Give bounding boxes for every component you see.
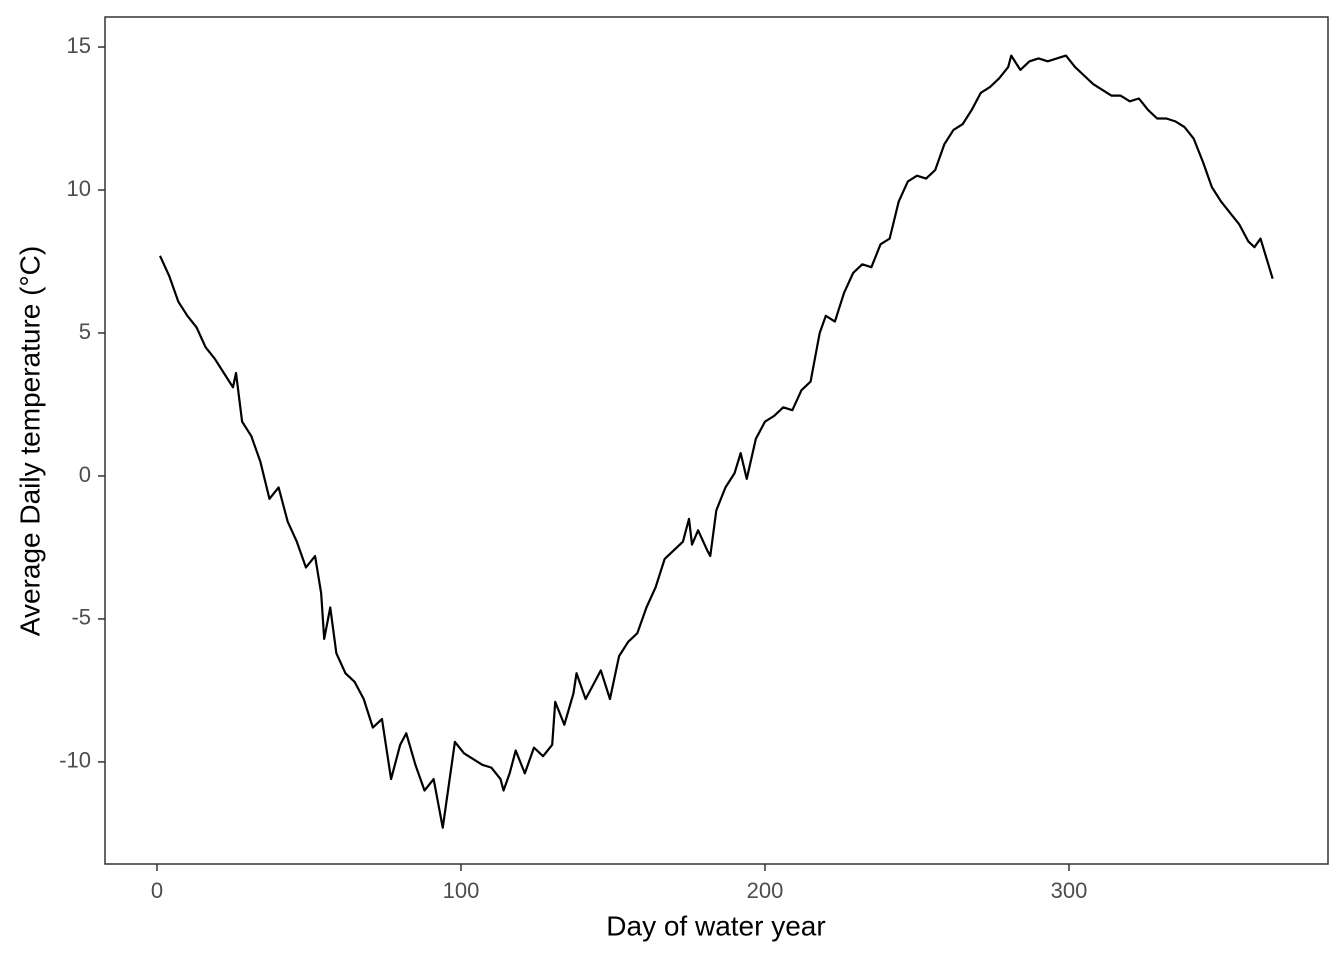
panel-border <box>104 16 1329 865</box>
x-axis-title: Day of water year <box>606 910 825 941</box>
x-tick-label: 300 <box>1051 878 1088 903</box>
y-tick-label: 10 <box>67 176 91 201</box>
x-tick-label: 200 <box>747 878 784 903</box>
y-axis-title: Average Daily temperature (°C) <box>14 246 45 636</box>
y-tick-label: -5 <box>71 605 91 630</box>
data-line <box>159 54 1274 829</box>
y-tick-label: 15 <box>67 33 91 58</box>
y-tick-label: 5 <box>79 319 91 344</box>
y-tick-label: 0 <box>79 462 91 487</box>
x-tick-label: 0 <box>151 878 163 903</box>
x-tick-label: 100 <box>443 878 480 903</box>
y-tick-label: -10 <box>59 748 91 773</box>
